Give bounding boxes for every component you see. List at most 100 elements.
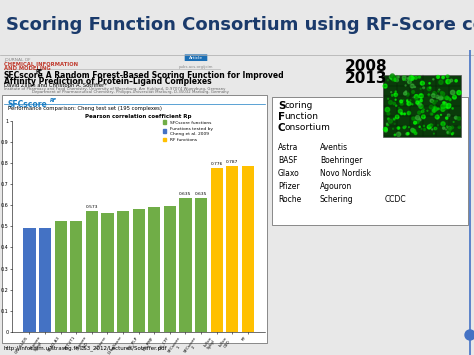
Circle shape [451, 133, 453, 135]
Circle shape [446, 129, 447, 130]
Circle shape [407, 111, 410, 115]
Circle shape [437, 76, 439, 78]
Text: Glaxo: Glaxo [278, 169, 300, 178]
Circle shape [405, 91, 407, 92]
Text: CCDC: CCDC [385, 195, 407, 204]
Circle shape [442, 76, 444, 79]
Circle shape [406, 93, 409, 96]
Circle shape [403, 79, 405, 80]
Circle shape [431, 94, 435, 97]
Circle shape [388, 125, 389, 126]
Circle shape [440, 92, 443, 94]
Circle shape [427, 87, 431, 91]
Text: Schering: Schering [320, 195, 354, 204]
Circle shape [395, 79, 398, 82]
Circle shape [445, 96, 449, 100]
Bar [117, 211, 129, 332]
Circle shape [405, 80, 406, 81]
Circle shape [412, 91, 414, 93]
Text: Pfizer: Pfizer [278, 182, 300, 191]
Circle shape [407, 102, 411, 105]
Circle shape [414, 95, 419, 99]
Circle shape [397, 127, 400, 129]
Circle shape [418, 111, 421, 114]
Circle shape [432, 100, 436, 104]
Title: Pearson correlation coefficient Rp: Pearson correlation coefficient Rp [85, 114, 192, 119]
Circle shape [410, 129, 414, 132]
Circle shape [392, 94, 393, 96]
Circle shape [404, 92, 407, 95]
Bar [195, 198, 207, 332]
Circle shape [450, 79, 453, 82]
Circle shape [438, 96, 443, 100]
Circle shape [433, 108, 437, 111]
Circle shape [429, 83, 430, 84]
Text: 2013: 2013 [345, 71, 388, 86]
Circle shape [407, 132, 409, 135]
Circle shape [403, 79, 404, 80]
Circle shape [446, 117, 448, 119]
Bar [210, 168, 223, 332]
Circle shape [398, 109, 402, 113]
Text: Astra: Astra [278, 143, 298, 152]
Text: 0.787: 0.787 [226, 160, 238, 164]
Circle shape [405, 85, 406, 86]
Circle shape [433, 92, 437, 95]
Circle shape [432, 101, 433, 102]
Circle shape [429, 105, 433, 109]
Circle shape [405, 126, 406, 127]
Circle shape [407, 99, 408, 100]
Circle shape [447, 103, 451, 108]
Circle shape [429, 87, 431, 88]
Text: S: S [278, 101, 285, 111]
Circle shape [423, 87, 424, 89]
Bar [86, 211, 98, 332]
Circle shape [392, 128, 393, 129]
Circle shape [414, 76, 417, 79]
Circle shape [394, 93, 398, 97]
Circle shape [438, 91, 439, 92]
Text: pubs.acs.org/jcim: pubs.acs.org/jcim [179, 65, 213, 69]
Circle shape [395, 99, 396, 100]
Legend: SFCscore functions, Functions tested by
Cheng et al. 2009, RF functions: SFCscore functions, Functions tested by … [161, 119, 215, 144]
Circle shape [414, 121, 417, 124]
Text: Scoring Function Consortium using RF-Score code: Scoring Function Consortium using RF-Sco… [6, 16, 474, 34]
Text: Performance comparison: Cheng test set (195 complexes): Performance comparison: Cheng test set (… [8, 106, 162, 111]
Text: 0.573: 0.573 [86, 205, 98, 209]
Bar [70, 221, 82, 332]
Circle shape [394, 134, 396, 136]
Circle shape [435, 115, 439, 119]
Circle shape [389, 100, 392, 104]
Circle shape [407, 78, 409, 80]
Circle shape [420, 81, 424, 85]
Circle shape [443, 105, 446, 108]
Text: RF: RF [36, 69, 43, 74]
Circle shape [455, 80, 457, 82]
Circle shape [450, 90, 455, 95]
Circle shape [443, 106, 447, 110]
Circle shape [419, 119, 421, 121]
Circle shape [388, 118, 389, 120]
Circle shape [452, 132, 454, 134]
Circle shape [407, 100, 408, 102]
Circle shape [427, 110, 428, 111]
Circle shape [416, 101, 419, 104]
Bar [133, 209, 145, 332]
Circle shape [412, 129, 416, 133]
Circle shape [418, 103, 421, 106]
Circle shape [453, 95, 456, 99]
Circle shape [447, 105, 450, 109]
Circle shape [419, 104, 423, 108]
Circle shape [439, 80, 443, 84]
Circle shape [441, 104, 445, 109]
Bar [164, 206, 176, 332]
Circle shape [418, 120, 419, 122]
Circle shape [447, 131, 450, 134]
Circle shape [410, 84, 414, 88]
Circle shape [403, 126, 405, 129]
Circle shape [434, 96, 435, 97]
Bar [2, 95, 267, 343]
Circle shape [447, 114, 450, 116]
Circle shape [404, 113, 405, 115]
Text: David Zilian and Christoph A. Sotriffer*: David Zilian and Christoph A. Sotriffer* [4, 83, 107, 88]
